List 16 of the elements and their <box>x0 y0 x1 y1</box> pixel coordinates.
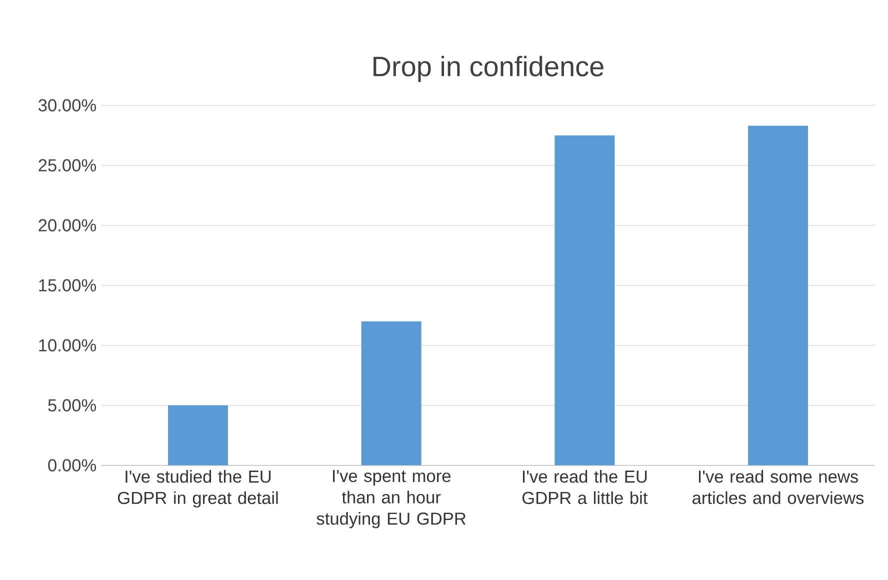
bar <box>554 135 615 466</box>
x-tick-label: I've read the EU GDPR a little bit <box>522 470 648 504</box>
x-tick-label: I've studied the EU GDPR in great detail <box>118 470 278 508</box>
y-tick-label: 10.00% <box>39 339 96 352</box>
x-tick-label: I've spent more than an hour studying EU GDPR <box>316 470 466 528</box>
x-tick-label: I've read some news articles and overviews <box>692 470 864 504</box>
y-tick-label: 5.00% <box>48 399 96 412</box>
y-tick-label: 20.00% <box>38 219 96 232</box>
y-tick-label: 0.00% <box>48 459 96 472</box>
chart-title: Drop in confidence <box>374 56 604 82</box>
y-tick-label: 15.00% <box>39 279 96 292</box>
bar <box>168 405 228 466</box>
bar <box>361 321 422 466</box>
y-tick-label: 25.00% <box>38 159 96 172</box>
y-tick-label: 30.00% <box>38 99 96 112</box>
bar <box>748 126 808 466</box>
